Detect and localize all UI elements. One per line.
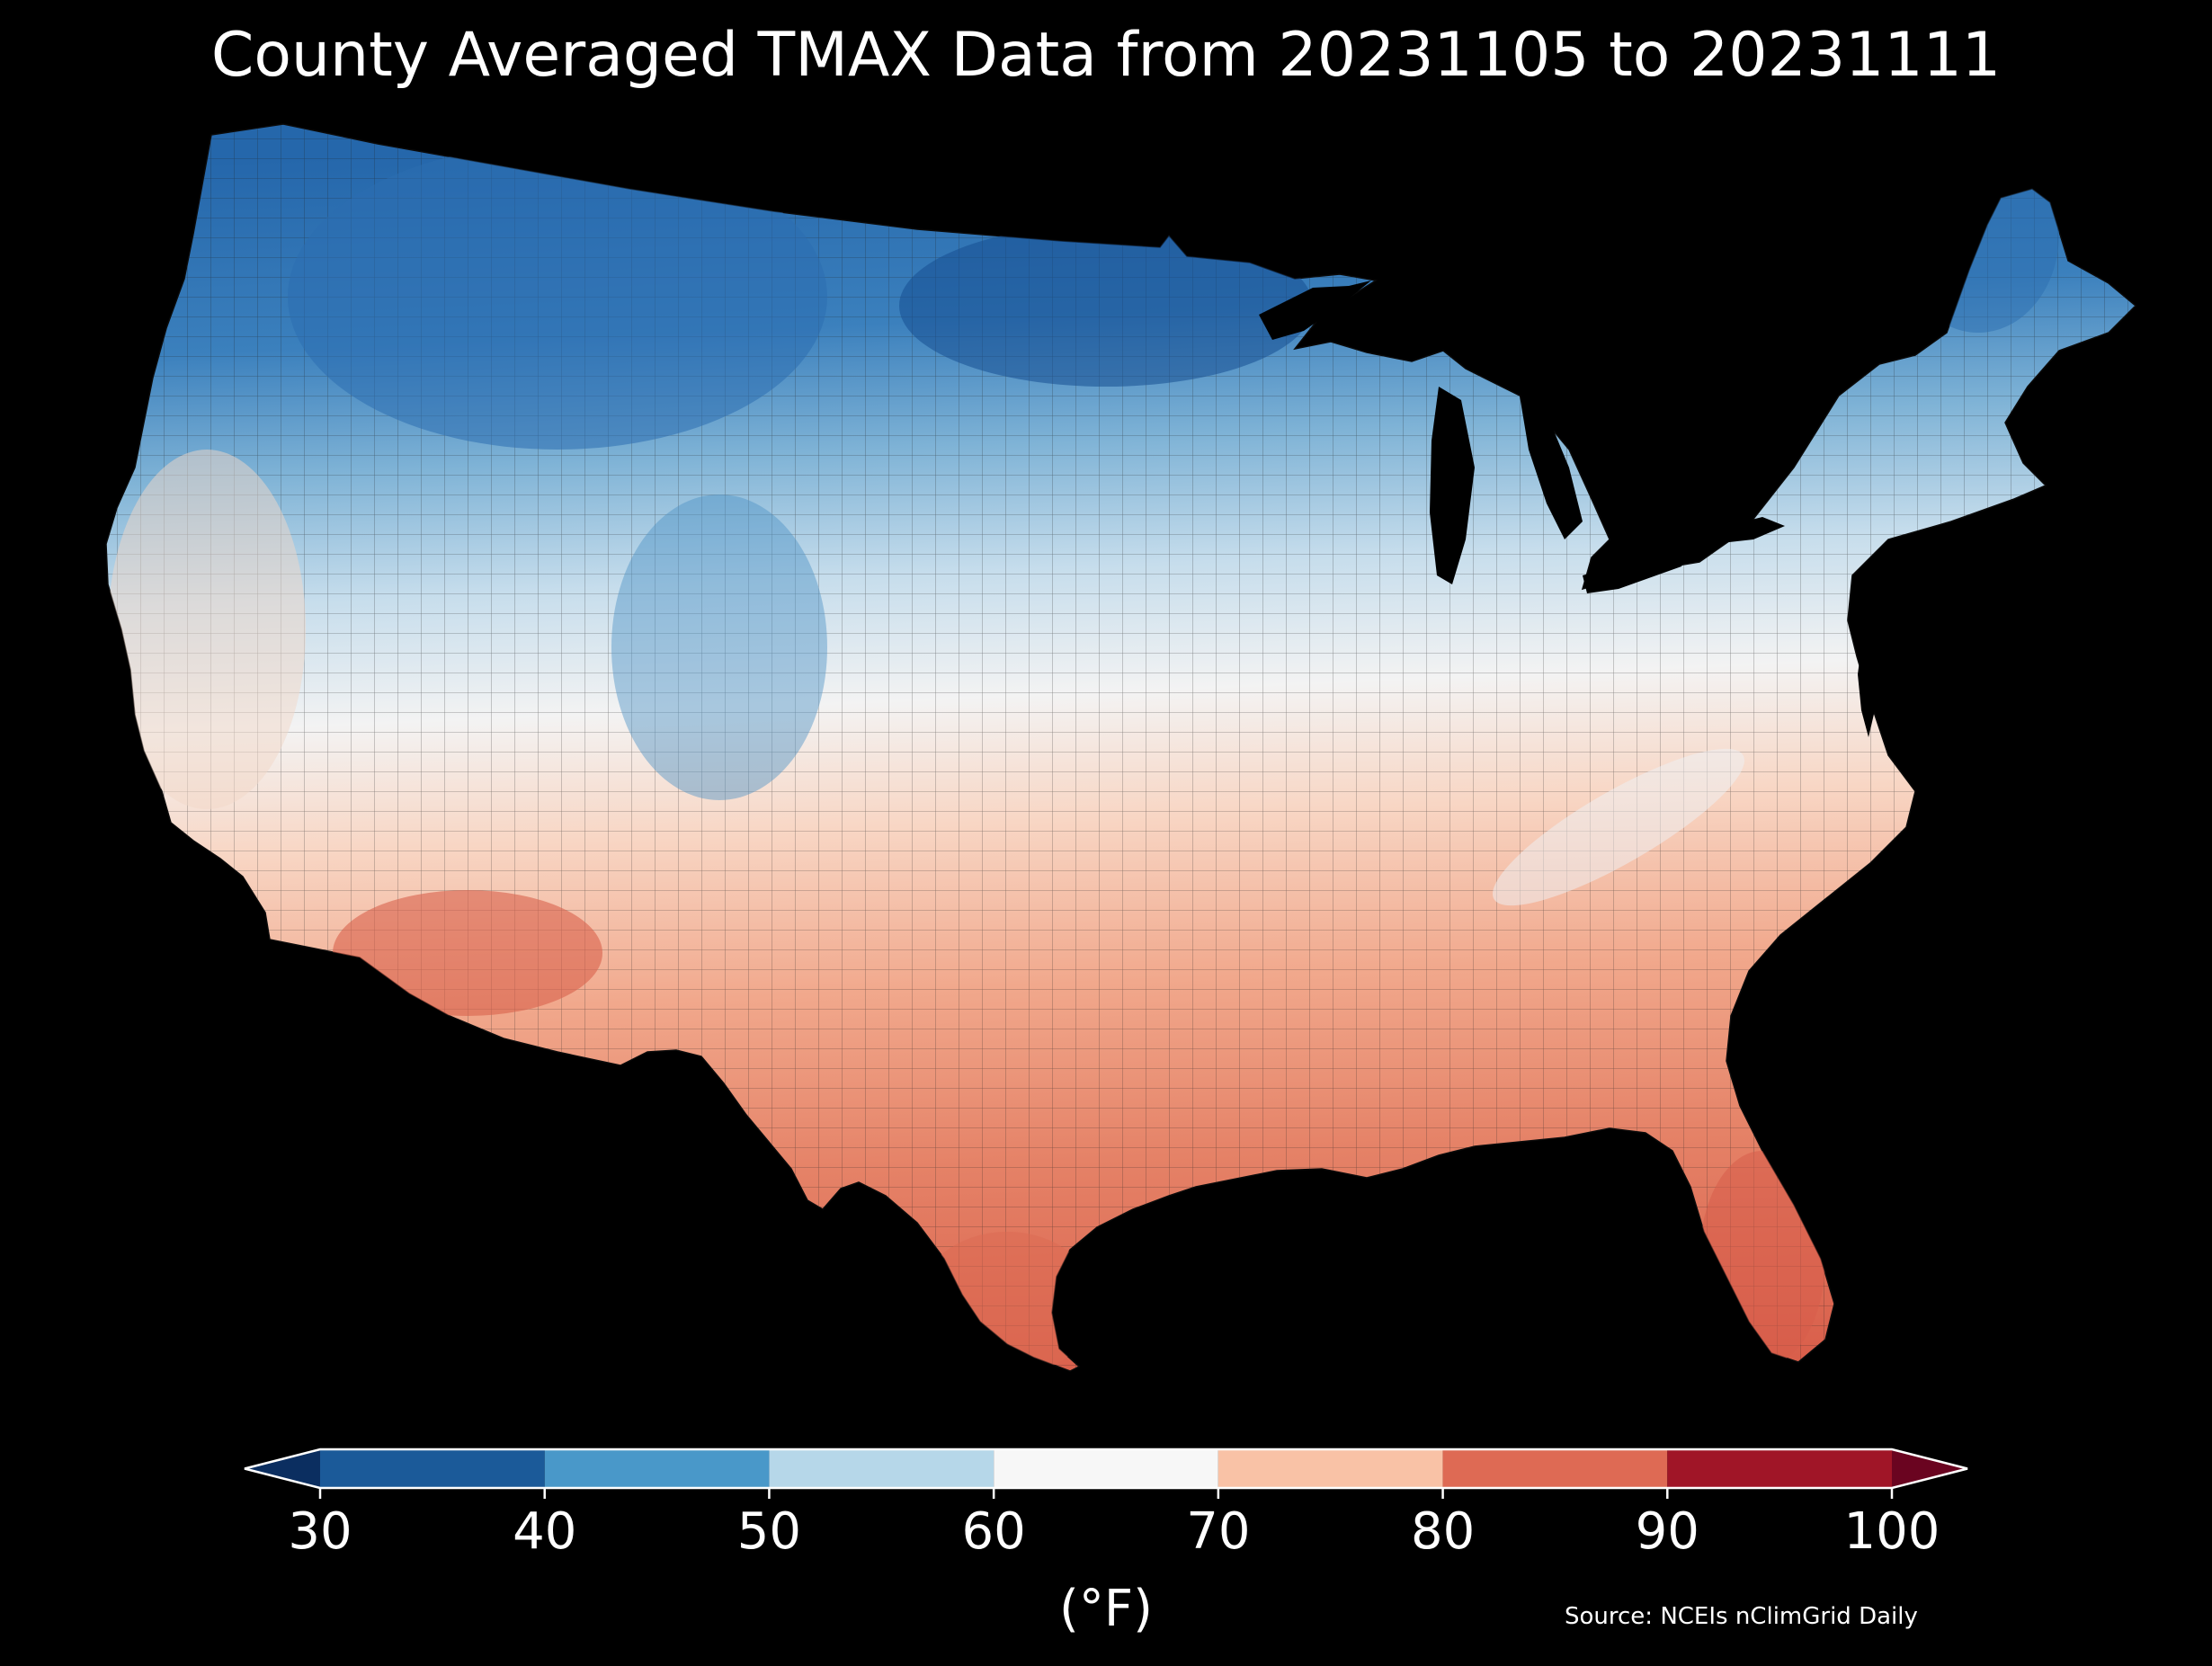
colorbar-tick-label: 70 <box>1186 1502 1250 1561</box>
lake-ontario <box>1708 517 1785 544</box>
colorbar-bin-70-80 <box>1217 1449 1443 1488</box>
colorbar-ticks: 30 40 50 60 70 80 90 100 <box>288 1488 1940 1561</box>
lake-superior <box>1259 281 1371 340</box>
colorbar-bin-30-40 <box>320 1449 545 1488</box>
colorbar-over-extension <box>1892 1449 1967 1488</box>
lake-erie <box>1583 548 1690 593</box>
lake-michigan <box>1430 387 1475 584</box>
colorbar-bin-90-100 <box>1667 1449 1892 1488</box>
lake-huron <box>1520 396 1583 539</box>
colorbar-bin-50-60 <box>769 1449 995 1488</box>
source-note: Source: NCEIs nClimGrid Daily <box>1565 1603 1918 1630</box>
colorbar-tick-label: 80 <box>1411 1502 1475 1561</box>
colorbar-tick-label: 50 <box>737 1502 801 1561</box>
colorbar-tick-label: 90 <box>1636 1502 1699 1561</box>
page-title: County Averaged TMAX Data from 20231105 … <box>210 20 2002 91</box>
colorbar-bins <box>244 1448 1968 1490</box>
great-lakes <box>1259 281 1785 593</box>
colorbar-bin-60-70 <box>994 1449 1218 1488</box>
colorbar-bin-40-50 <box>544 1449 770 1488</box>
colorbar-under-extension <box>245 1449 320 1488</box>
colorbar-tick-label: 60 <box>962 1502 1026 1561</box>
colorbar-tick-label: 30 <box>288 1502 352 1561</box>
colorbar-tick-label: 100 <box>1844 1502 1940 1561</box>
colorbar-tick-label: 40 <box>513 1502 576 1561</box>
colorbar-bin-80-90 <box>1442 1449 1668 1488</box>
colorbar-label: (°F) <box>1059 1580 1153 1638</box>
chesapeake-bay <box>1858 647 1875 737</box>
